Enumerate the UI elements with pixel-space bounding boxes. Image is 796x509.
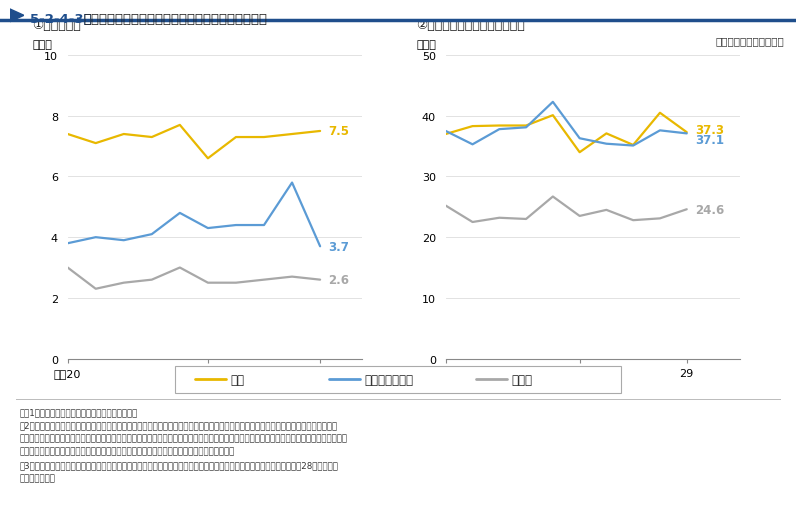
Text: ②　保護観察付全部執行猛予者: ② 保護観察付全部執行猛予者 [416, 19, 525, 32]
Text: 7.5: 7.5 [329, 125, 349, 138]
Text: 2.6: 2.6 [329, 274, 349, 287]
Text: 37.1: 37.1 [695, 134, 724, 147]
FancyBboxPatch shape [175, 366, 621, 393]
Text: 24.6: 24.6 [695, 204, 724, 216]
Text: 37.3: 37.3 [695, 124, 724, 137]
Text: している。: している。 [20, 473, 56, 483]
Text: 覚せい剤取締法: 覚せい剤取締法 [365, 373, 414, 386]
Text: 3.7: 3.7 [329, 240, 349, 253]
Text: （平成２０年～２９年）: （平成２０年～２９年） [716, 36, 784, 46]
Text: 5-2-4-3図: 5-2-4-3図 [30, 13, 92, 26]
Text: その他: その他 [512, 373, 533, 386]
Text: 注　1　法務省大臣官房司法法制部の資料による。: 注 1 法務省大臣官房司法法制部の資料による。 [20, 407, 139, 416]
Text: 2　「取消・再処分率」は，保護観察終了人員のうち，再犯若しくは遵守事項違反により仮釈放若しくは保護観察付全部執行猛予を取り: 2 「取消・再処分率」は，保護観察終了人員のうち，再犯若しくは遵守事項違反により… [20, 420, 338, 430]
Text: 3　「仮釈放者」のうち一部執行猛予の実刑部分について仮釈放となった者は，刑の一部執行猛予制度が開始された平成28年から計上: 3 「仮釈放者」のうち一部執行猛予の実刑部分について仮釈放となった者は，刑の一部… [20, 460, 339, 469]
Text: を受けた者の人員（双方に該当する者は１人として計上される。）の占める比率をいう。: を受けた者の人員（双方に該当する者は１人として計上される。）の占める比率をいう。 [20, 447, 235, 456]
Text: ①　仮釈放者: ① 仮釈放者 [33, 19, 81, 32]
Text: （％）: （％） [416, 40, 436, 50]
Text: 保護観察終了者の取消・再処分率の推移（罪名別）: 保護観察終了者の取消・再処分率の推移（罪名別） [84, 13, 267, 26]
Polygon shape [10, 10, 24, 23]
Text: （％）: （％） [33, 40, 53, 50]
Text: 消され，又は保護観察期間中に再犯により刑事処分（起訴猛予の処分を含む。刑事裁判については，その期間中に確定したものに限る。）: 消され，又は保護観察期間中に再犯により刑事処分（起訴猛予の処分を含む。刑事裁判に… [20, 434, 348, 443]
Text: 窃盗: 窃盗 [231, 373, 245, 386]
